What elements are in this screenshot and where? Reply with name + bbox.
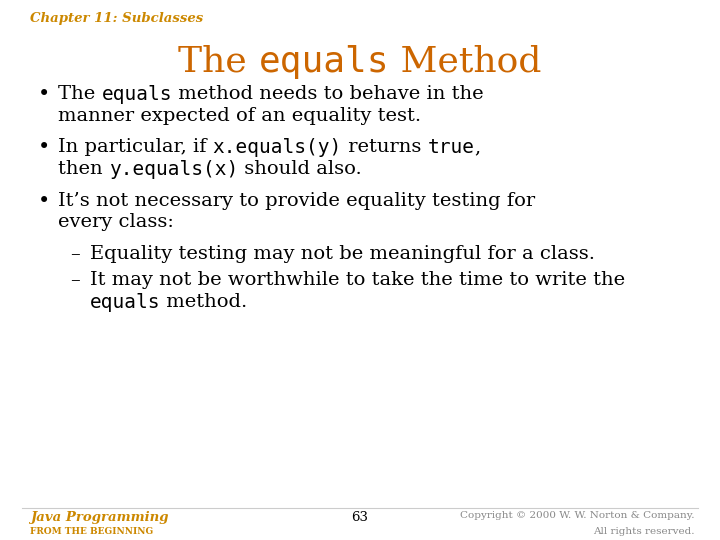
Text: manner expected of an equality test.: manner expected of an equality test.: [58, 107, 421, 125]
Text: should also.: should also.: [238, 160, 362, 178]
Text: Chapter 11: Subclasses: Chapter 11: Subclasses: [30, 12, 203, 25]
Text: FROM THE BEGINNING: FROM THE BEGINNING: [30, 527, 153, 536]
Text: x.equals(y): x.equals(y): [212, 138, 342, 157]
Text: y.equals(x): y.equals(x): [109, 160, 238, 179]
Text: equals: equals: [258, 45, 390, 79]
Text: •: •: [38, 192, 50, 211]
Text: It may not be worthwhile to take the time to write the: It may not be worthwhile to take the tim…: [90, 271, 625, 289]
Text: every class:: every class:: [58, 213, 174, 232]
Text: •: •: [38, 85, 50, 104]
Text: In particular, if: In particular, if: [58, 138, 212, 157]
Text: equals: equals: [90, 293, 161, 312]
Text: returns: returns: [342, 138, 428, 157]
Text: 63: 63: [351, 511, 369, 524]
Text: true: true: [428, 138, 474, 157]
Text: It’s not necessary to provide equality testing for: It’s not necessary to provide equality t…: [58, 192, 535, 210]
Text: •: •: [38, 138, 50, 157]
Text: equals: equals: [102, 85, 172, 104]
Text: method needs to behave in the: method needs to behave in the: [172, 85, 484, 103]
Text: Java Programming: Java Programming: [30, 511, 168, 524]
Text: ,: ,: [474, 138, 481, 157]
Text: then: then: [58, 160, 109, 178]
Text: Copyright © 2000 W. W. Norton & Company.: Copyright © 2000 W. W. Norton & Company.: [461, 511, 695, 520]
Text: –: –: [70, 245, 80, 263]
Text: Method: Method: [390, 45, 541, 79]
Text: The: The: [58, 85, 102, 103]
Text: All rights reserved.: All rights reserved.: [593, 527, 695, 536]
Text: Equality testing may not be meaningful for a class.: Equality testing may not be meaningful f…: [90, 245, 595, 263]
Text: –: –: [70, 271, 80, 289]
Text: The: The: [179, 45, 258, 79]
Text: method.: method.: [161, 293, 248, 310]
